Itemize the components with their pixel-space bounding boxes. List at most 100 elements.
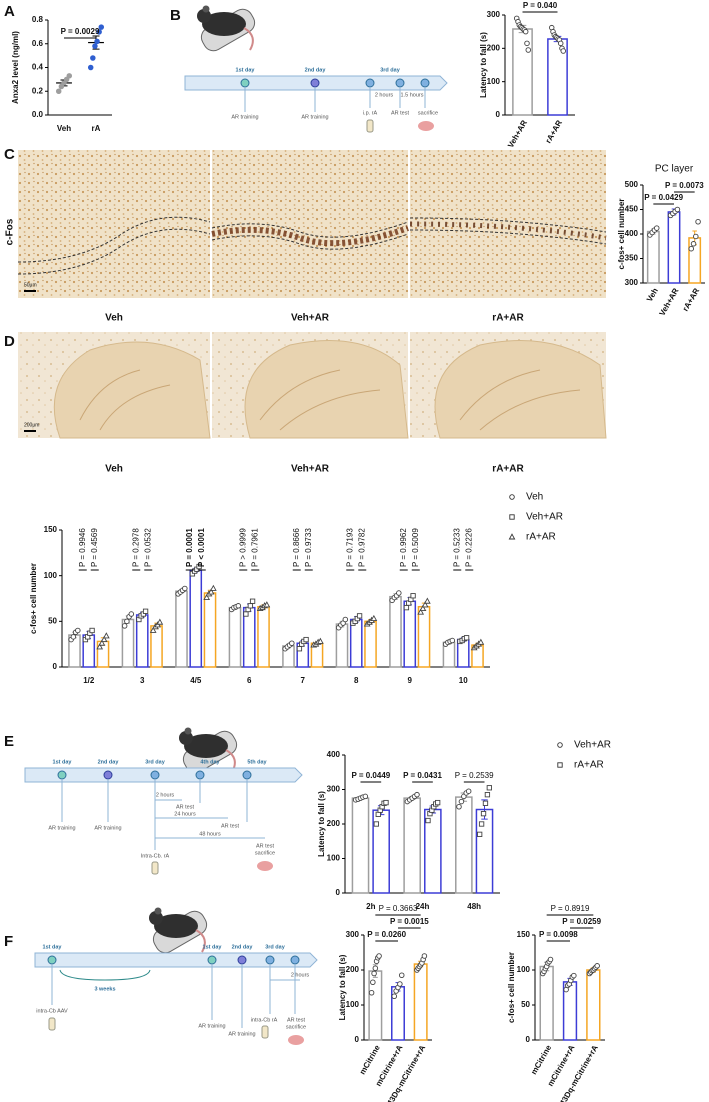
event-label: AR test xyxy=(287,1017,306,1023)
bar xyxy=(667,211,681,284)
data-point xyxy=(674,206,681,213)
data-point xyxy=(128,611,135,617)
day-label: 3rd day xyxy=(380,67,401,73)
data-point xyxy=(89,627,95,634)
bar xyxy=(475,808,494,894)
data-point xyxy=(289,640,295,647)
data-point xyxy=(594,963,600,969)
data-point xyxy=(425,817,431,824)
x-tick-label: 24h xyxy=(416,902,430,911)
event-label: 2 hours xyxy=(375,92,394,98)
y-tick-label: 100 xyxy=(517,965,531,974)
data-point xyxy=(373,821,379,827)
bar xyxy=(135,614,149,668)
chart-title: PC layer xyxy=(655,164,694,175)
event-label: AR test xyxy=(176,804,195,810)
y-tick-label: 450 xyxy=(625,205,639,214)
x-tick-label: 1/2 xyxy=(83,676,95,685)
data-point xyxy=(458,798,465,805)
event-label: intra-Cb rA xyxy=(251,1017,278,1023)
y-tick-label: 100 xyxy=(44,571,58,580)
data-point xyxy=(94,38,100,45)
data-point xyxy=(371,970,377,977)
data-point xyxy=(316,637,324,644)
data-point xyxy=(70,634,77,640)
data-point xyxy=(296,646,303,652)
data-point xyxy=(372,965,379,972)
data-point xyxy=(423,597,431,604)
image-label: Veh xyxy=(105,313,123,324)
p-value: P = 0.9782 xyxy=(357,528,366,567)
bar xyxy=(403,600,417,668)
y-axis-label: Latency to fall (s) xyxy=(317,791,326,857)
bar xyxy=(351,797,370,894)
data-point xyxy=(66,73,73,79)
panel-label: A xyxy=(4,3,15,20)
data-point xyxy=(435,799,441,806)
y-tick-label: 200 xyxy=(487,43,501,52)
event-label: sacrifice xyxy=(255,850,275,856)
data-point xyxy=(396,590,402,596)
p-value: P = 0.9962 xyxy=(399,528,408,567)
day-label: 3rd day xyxy=(265,944,286,950)
y-tick-label: 350 xyxy=(625,254,639,263)
legend-marker xyxy=(557,742,563,748)
data-point xyxy=(124,618,130,625)
y-tick-label: 200 xyxy=(346,965,360,974)
legend-label: Veh xyxy=(526,492,543,503)
day-label: 2nd day xyxy=(305,67,327,73)
bar xyxy=(586,969,601,1041)
day-label: 1st day xyxy=(43,944,63,950)
y-tick-label: 500 xyxy=(625,180,639,189)
data-point xyxy=(100,635,108,643)
p-value: P = 0.8919 xyxy=(551,904,590,913)
data-point xyxy=(61,80,67,86)
data-point xyxy=(98,639,106,646)
day-label: 1st day xyxy=(236,67,256,73)
x-tick-label: 48h xyxy=(467,902,481,911)
data-point xyxy=(398,972,405,979)
p-value: P = 0.0001 xyxy=(185,528,194,567)
day-label: 5th day xyxy=(247,759,267,765)
data-point xyxy=(421,601,429,608)
data-point xyxy=(486,785,492,791)
data-point xyxy=(484,792,491,798)
event-label: AR test xyxy=(391,110,410,116)
p-value: P = 0.0449 xyxy=(351,771,390,780)
data-point xyxy=(303,636,309,643)
data-point xyxy=(182,585,188,592)
data-point xyxy=(421,953,428,959)
day-label: 3 weeks xyxy=(94,986,115,992)
row-label: c-Fos xyxy=(5,218,16,245)
timeline-e: 1st day 2nd day 3rd day 4th day 5th day … xyxy=(24,726,303,875)
bar xyxy=(539,965,554,1041)
timeline-arrow xyxy=(24,767,303,783)
x-tick-label: Veh xyxy=(57,124,71,133)
data-point xyxy=(410,593,416,599)
bar xyxy=(189,569,203,668)
panel-label: B xyxy=(170,7,181,24)
data-point xyxy=(156,618,164,625)
data-point xyxy=(96,643,104,650)
event-label: intra-Cb AAV xyxy=(36,1008,68,1014)
p-value: P < 0.0001 xyxy=(197,528,206,567)
p-value: P = 0.5009 xyxy=(411,528,420,567)
event-label: AR test xyxy=(256,843,275,849)
micrograph xyxy=(410,150,606,298)
y-tick-label: 100 xyxy=(327,854,341,863)
image-label: rA+AR xyxy=(492,313,524,324)
panel-label: D xyxy=(4,333,15,350)
data-point xyxy=(370,979,376,986)
x-tick-label: 10 xyxy=(459,676,468,685)
event-label: Intra-Cb. rA xyxy=(141,853,170,859)
p-value: P = 0.0259 xyxy=(562,917,601,926)
bar xyxy=(335,623,349,668)
legend-label: rA+AR xyxy=(526,532,556,543)
data-point xyxy=(690,241,697,247)
y-axis-label: c-fos+ cell number xyxy=(29,563,38,634)
image-label: Veh xyxy=(105,464,123,475)
data-point xyxy=(58,83,65,90)
p-value: P = 0.2226 xyxy=(464,528,473,567)
p-value: P = 0.2539 xyxy=(455,771,494,780)
data-point xyxy=(688,245,695,252)
